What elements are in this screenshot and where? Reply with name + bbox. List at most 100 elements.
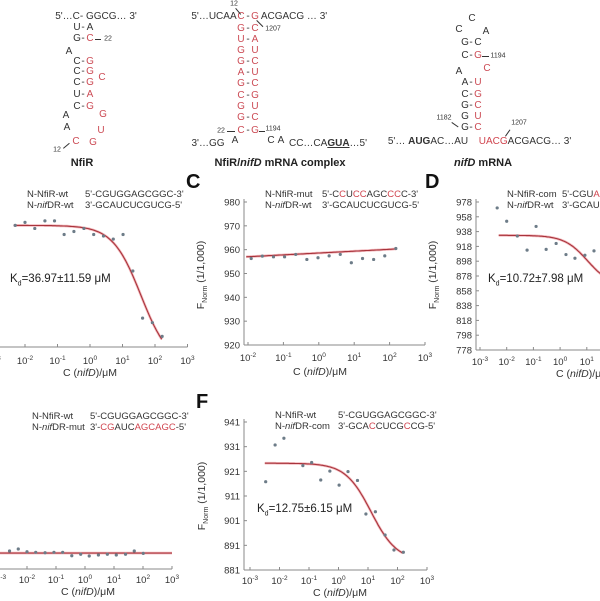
text-segment: C ( bbox=[313, 587, 328, 599]
position-number: 12 bbox=[230, 0, 238, 8]
legend-name: N-NfiR-wt bbox=[32, 411, 90, 423]
data-point bbox=[505, 219, 509, 223]
tick-exponent: -1 bbox=[286, 352, 292, 359]
tick-exponent: -1 bbox=[58, 574, 64, 581]
nucleotide: C bbox=[237, 125, 245, 136]
tick-base: 10 bbox=[136, 575, 147, 586]
nucleotide: C bbox=[72, 136, 80, 147]
x-axis-label: C (nifD)/μM bbox=[556, 368, 600, 381]
x-tick-label: 10-1 bbox=[48, 574, 65, 586]
text-segment: nifD bbox=[307, 366, 326, 378]
text-segment: 5'-CGUGGAGCGGC-3' bbox=[338, 410, 437, 421]
text-segment: mRNA complex bbox=[261, 157, 346, 169]
nucleotide: C bbox=[267, 135, 275, 146]
tick-exponent: 1 bbox=[358, 352, 362, 359]
text-segment: nif bbox=[517, 199, 528, 211]
x-tick-label: 103 bbox=[180, 355, 195, 367]
y-tick-label: 778 bbox=[456, 346, 472, 357]
text-segment: N-NfiR-wt bbox=[27, 189, 69, 200]
text-segment: DR-wt bbox=[527, 199, 554, 211]
y-tick-label: 878 bbox=[456, 272, 472, 283]
nucleotide: A bbox=[62, 110, 70, 121]
text-segment: )/μM bbox=[588, 368, 600, 380]
text-segment: )/μM bbox=[325, 366, 347, 378]
tick-exponent: 3 bbox=[430, 575, 434, 582]
text-segment: GUA bbox=[327, 138, 350, 149]
legend-row: N-NfiR-wt 5'-CGUGGAGCGGC-3' bbox=[27, 189, 184, 201]
data-point bbox=[383, 533, 387, 537]
data-point bbox=[160, 334, 164, 338]
nucleotide: G bbox=[251, 125, 259, 136]
data-point bbox=[114, 553, 118, 557]
tick-base: 10 bbox=[115, 356, 126, 367]
text-segment: C ( bbox=[63, 367, 78, 379]
tick-exponent: -2 bbox=[509, 356, 515, 363]
x-tick-label: 102 bbox=[148, 355, 163, 367]
nucleotide: A bbox=[482, 26, 490, 37]
y-tick-label: 941 bbox=[224, 418, 240, 429]
text-segment: DR-mut bbox=[52, 421, 85, 433]
strand-3prime: UACGACGACG… 3' bbox=[479, 137, 572, 147]
nfir-top-strand: 5'…C- GGCG… 3' bbox=[55, 11, 137, 22]
tick-exponent: 0 bbox=[93, 355, 97, 362]
fit-curve-halo bbox=[264, 461, 404, 555]
data-point bbox=[61, 550, 65, 554]
x-tick-label: 102 bbox=[390, 575, 405, 587]
text-segment: nif bbox=[285, 420, 296, 432]
tick-base: 10 bbox=[19, 575, 30, 586]
x-tick-label: 103 bbox=[165, 574, 180, 586]
tick-exponent: 0 bbox=[342, 575, 346, 582]
data-point bbox=[52, 550, 56, 554]
bond: - bbox=[246, 34, 250, 45]
data-point bbox=[338, 252, 342, 257]
chart-panel-1: 10-2 10-1 100 101 102 10392093094095096097098… bbox=[224, 198, 432, 365]
y-tick-label: 970 bbox=[224, 221, 240, 232]
nifd-title: nifD mRNA bbox=[454, 157, 512, 169]
position-number: 12 bbox=[53, 146, 61, 154]
bond: - bbox=[81, 66, 85, 77]
bond: - bbox=[246, 78, 250, 89]
x-tick-label: 100 bbox=[331, 575, 346, 587]
y-tick-label: 930 bbox=[224, 317, 240, 328]
position-marker-line bbox=[482, 56, 489, 57]
tick-base: 10 bbox=[347, 353, 358, 364]
nucleotide: G bbox=[237, 101, 245, 112]
data-point bbox=[349, 261, 353, 265]
text-segment: )/μM bbox=[93, 586, 115, 598]
legend-name: N-nifDR-com bbox=[275, 420, 338, 433]
nucleotide: G bbox=[86, 56, 94, 67]
data-point bbox=[316, 256, 320, 260]
data-point bbox=[150, 321, 154, 325]
kd-value: =12.75±6.15 μM bbox=[268, 503, 353, 515]
x-tick-label: 101 bbox=[347, 352, 362, 364]
legend-row: N-nifDR-mut 3'-CGAUCAGCAGC-5' bbox=[32, 421, 189, 434]
tick-base: 10 bbox=[180, 356, 191, 367]
bond: - bbox=[246, 56, 250, 67]
nucleotide: U bbox=[474, 77, 482, 88]
nucleotide: C bbox=[461, 89, 469, 100]
legend-sequence: 5'-CGUA bbox=[562, 189, 600, 201]
tick-exponent: -2 bbox=[29, 574, 35, 581]
legend-row: N-nifDR-wt 3'-GCAUCUCGUCG-5' bbox=[265, 199, 420, 212]
text-segment: nifD bbox=[240, 157, 262, 169]
tick-base: 10 bbox=[49, 356, 60, 367]
legend-sequence: 3'-CGAUCAGCAGC-5' bbox=[90, 421, 186, 434]
text-segment: 3'- bbox=[90, 421, 101, 433]
nucleotide: C bbox=[474, 37, 482, 48]
text-segment: 5'-CGUGGAGCGGC-3' bbox=[90, 411, 189, 422]
tick-base: 10 bbox=[580, 357, 591, 368]
text-segment: nifD bbox=[75, 586, 94, 598]
tick-exponent: 2 bbox=[393, 352, 397, 359]
x-tick-label: 100 bbox=[78, 574, 93, 586]
tick-exponent: 1 bbox=[590, 356, 594, 363]
tick-exponent: 0 bbox=[88, 574, 92, 581]
text-segment: …5' bbox=[349, 138, 368, 149]
x-tick-label: 10-1 bbox=[275, 352, 292, 364]
text-segment: 3'-GCAUCUCGUCG-5' bbox=[322, 199, 420, 211]
nucleotide: C bbox=[73, 77, 81, 88]
bond: - bbox=[246, 125, 250, 136]
position-marker-line bbox=[259, 131, 265, 132]
position-marker-line bbox=[95, 39, 101, 40]
text-segment: DR-wt bbox=[285, 199, 312, 211]
